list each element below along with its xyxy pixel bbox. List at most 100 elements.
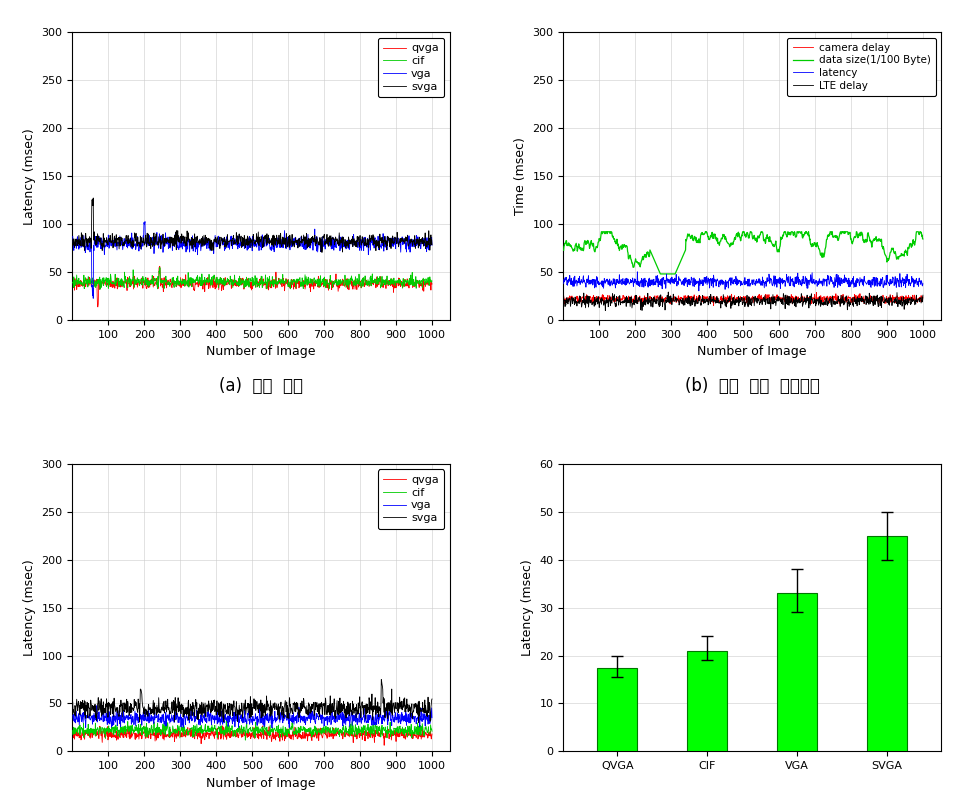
svga <box>427 694 438 704</box>
qvga <box>315 276 326 286</box>
svga <box>427 240 438 250</box>
cif <box>427 276 438 286</box>
X-axis label: Number of Image: Number of Image <box>207 345 316 358</box>
cif <box>212 724 224 734</box>
vga <box>91 701 102 710</box>
Y-axis label: Latency (msec): Latency (msec) <box>23 128 36 225</box>
qvga <box>154 262 166 271</box>
data size(1/100 Byte) <box>805 239 816 249</box>
qvga <box>354 731 366 741</box>
qvga <box>354 280 366 289</box>
cif <box>221 716 233 726</box>
vga <box>212 713 224 723</box>
vga <box>347 229 359 239</box>
svga <box>103 698 115 708</box>
Line: cif: cif <box>72 267 432 289</box>
qvga <box>347 738 359 747</box>
vga <box>266 723 278 733</box>
qvga <box>122 721 133 730</box>
svga <box>375 675 387 684</box>
data size(1/100 Byte) <box>845 234 857 243</box>
qvga <box>427 730 438 739</box>
Line: qvga: qvga <box>72 726 432 745</box>
latency <box>805 277 816 287</box>
data size(1/100 Byte) <box>717 233 729 242</box>
qvga <box>103 731 115 741</box>
Bar <box>687 650 728 751</box>
Legend: camera delay, data size(1/100 Byte), latency, LTE delay: camera delay, data size(1/100 Byte), lat… <box>787 37 936 96</box>
LTE delay <box>839 299 850 309</box>
cif <box>67 278 78 288</box>
LTE delay <box>805 292 816 301</box>
Line: LTE delay: LTE delay <box>564 292 923 310</box>
Line: data size(1/100 Byte): data size(1/100 Byte) <box>564 232 923 274</box>
latency <box>693 286 704 296</box>
qvga <box>104 277 116 287</box>
LTE delay <box>599 305 611 315</box>
cif <box>347 726 359 736</box>
latency <box>594 279 606 288</box>
qvga <box>92 302 103 312</box>
camera delay <box>805 293 816 303</box>
Bar <box>777 593 817 751</box>
Line: vga: vga <box>72 221 432 298</box>
latency <box>717 276 729 286</box>
svga <box>225 699 236 709</box>
data size(1/100 Byte) <box>703 234 715 244</box>
Line: cif: cif <box>72 721 432 740</box>
cif <box>354 725 366 734</box>
vga <box>104 719 116 729</box>
vga <box>67 710 78 720</box>
camera delay <box>811 288 822 297</box>
vga <box>104 236 116 246</box>
vga <box>315 712 326 722</box>
Legend: qvga, cif, vga, svga: qvga, cif, vga, svga <box>377 38 445 97</box>
svga <box>67 697 78 707</box>
vga <box>427 240 438 250</box>
LTE delay <box>558 292 569 301</box>
vga <box>347 716 359 726</box>
vga <box>88 293 99 303</box>
latency <box>845 280 857 289</box>
qvga <box>212 730 224 739</box>
vga <box>315 238 326 248</box>
camera delay <box>716 293 728 303</box>
latency <box>631 267 643 276</box>
LTE delay <box>917 290 928 300</box>
X-axis label: Number of Image: Number of Image <box>698 345 807 358</box>
X-axis label: Number of Image: Number of Image <box>207 776 316 789</box>
cif <box>154 263 166 272</box>
Text: (a)  시간  지연: (a) 시간 지연 <box>219 377 303 395</box>
svga <box>347 237 359 246</box>
camera delay <box>917 292 928 302</box>
svga <box>354 230 366 240</box>
vga <box>226 713 237 723</box>
Line: camera delay: camera delay <box>564 292 923 305</box>
Bar <box>597 667 638 751</box>
data size(1/100 Byte) <box>917 234 928 244</box>
LTE delay <box>594 296 606 305</box>
svga <box>314 233 325 242</box>
Y-axis label: Latency (msec): Latency (msec) <box>521 559 534 656</box>
cif <box>347 279 359 288</box>
svga <box>413 718 425 727</box>
latency <box>558 279 569 288</box>
latency <box>703 283 715 292</box>
vga <box>354 234 366 244</box>
data size(1/100 Byte) <box>654 269 666 279</box>
svga <box>67 236 78 246</box>
svga <box>226 235 237 245</box>
svga <box>317 247 328 257</box>
Text: (b)  시간  지연  구성요소: (b) 시간 지연 구성요소 <box>684 377 819 395</box>
cif <box>104 276 116 285</box>
vga <box>226 231 237 241</box>
data size(1/100 Byte) <box>594 236 606 246</box>
LTE delay <box>717 297 729 306</box>
camera delay <box>594 297 606 307</box>
qvga <box>67 274 78 284</box>
qvga <box>347 282 359 292</box>
camera delay <box>703 293 715 303</box>
qvga <box>213 285 225 295</box>
svga <box>212 705 224 715</box>
Line: svga: svga <box>72 198 432 252</box>
